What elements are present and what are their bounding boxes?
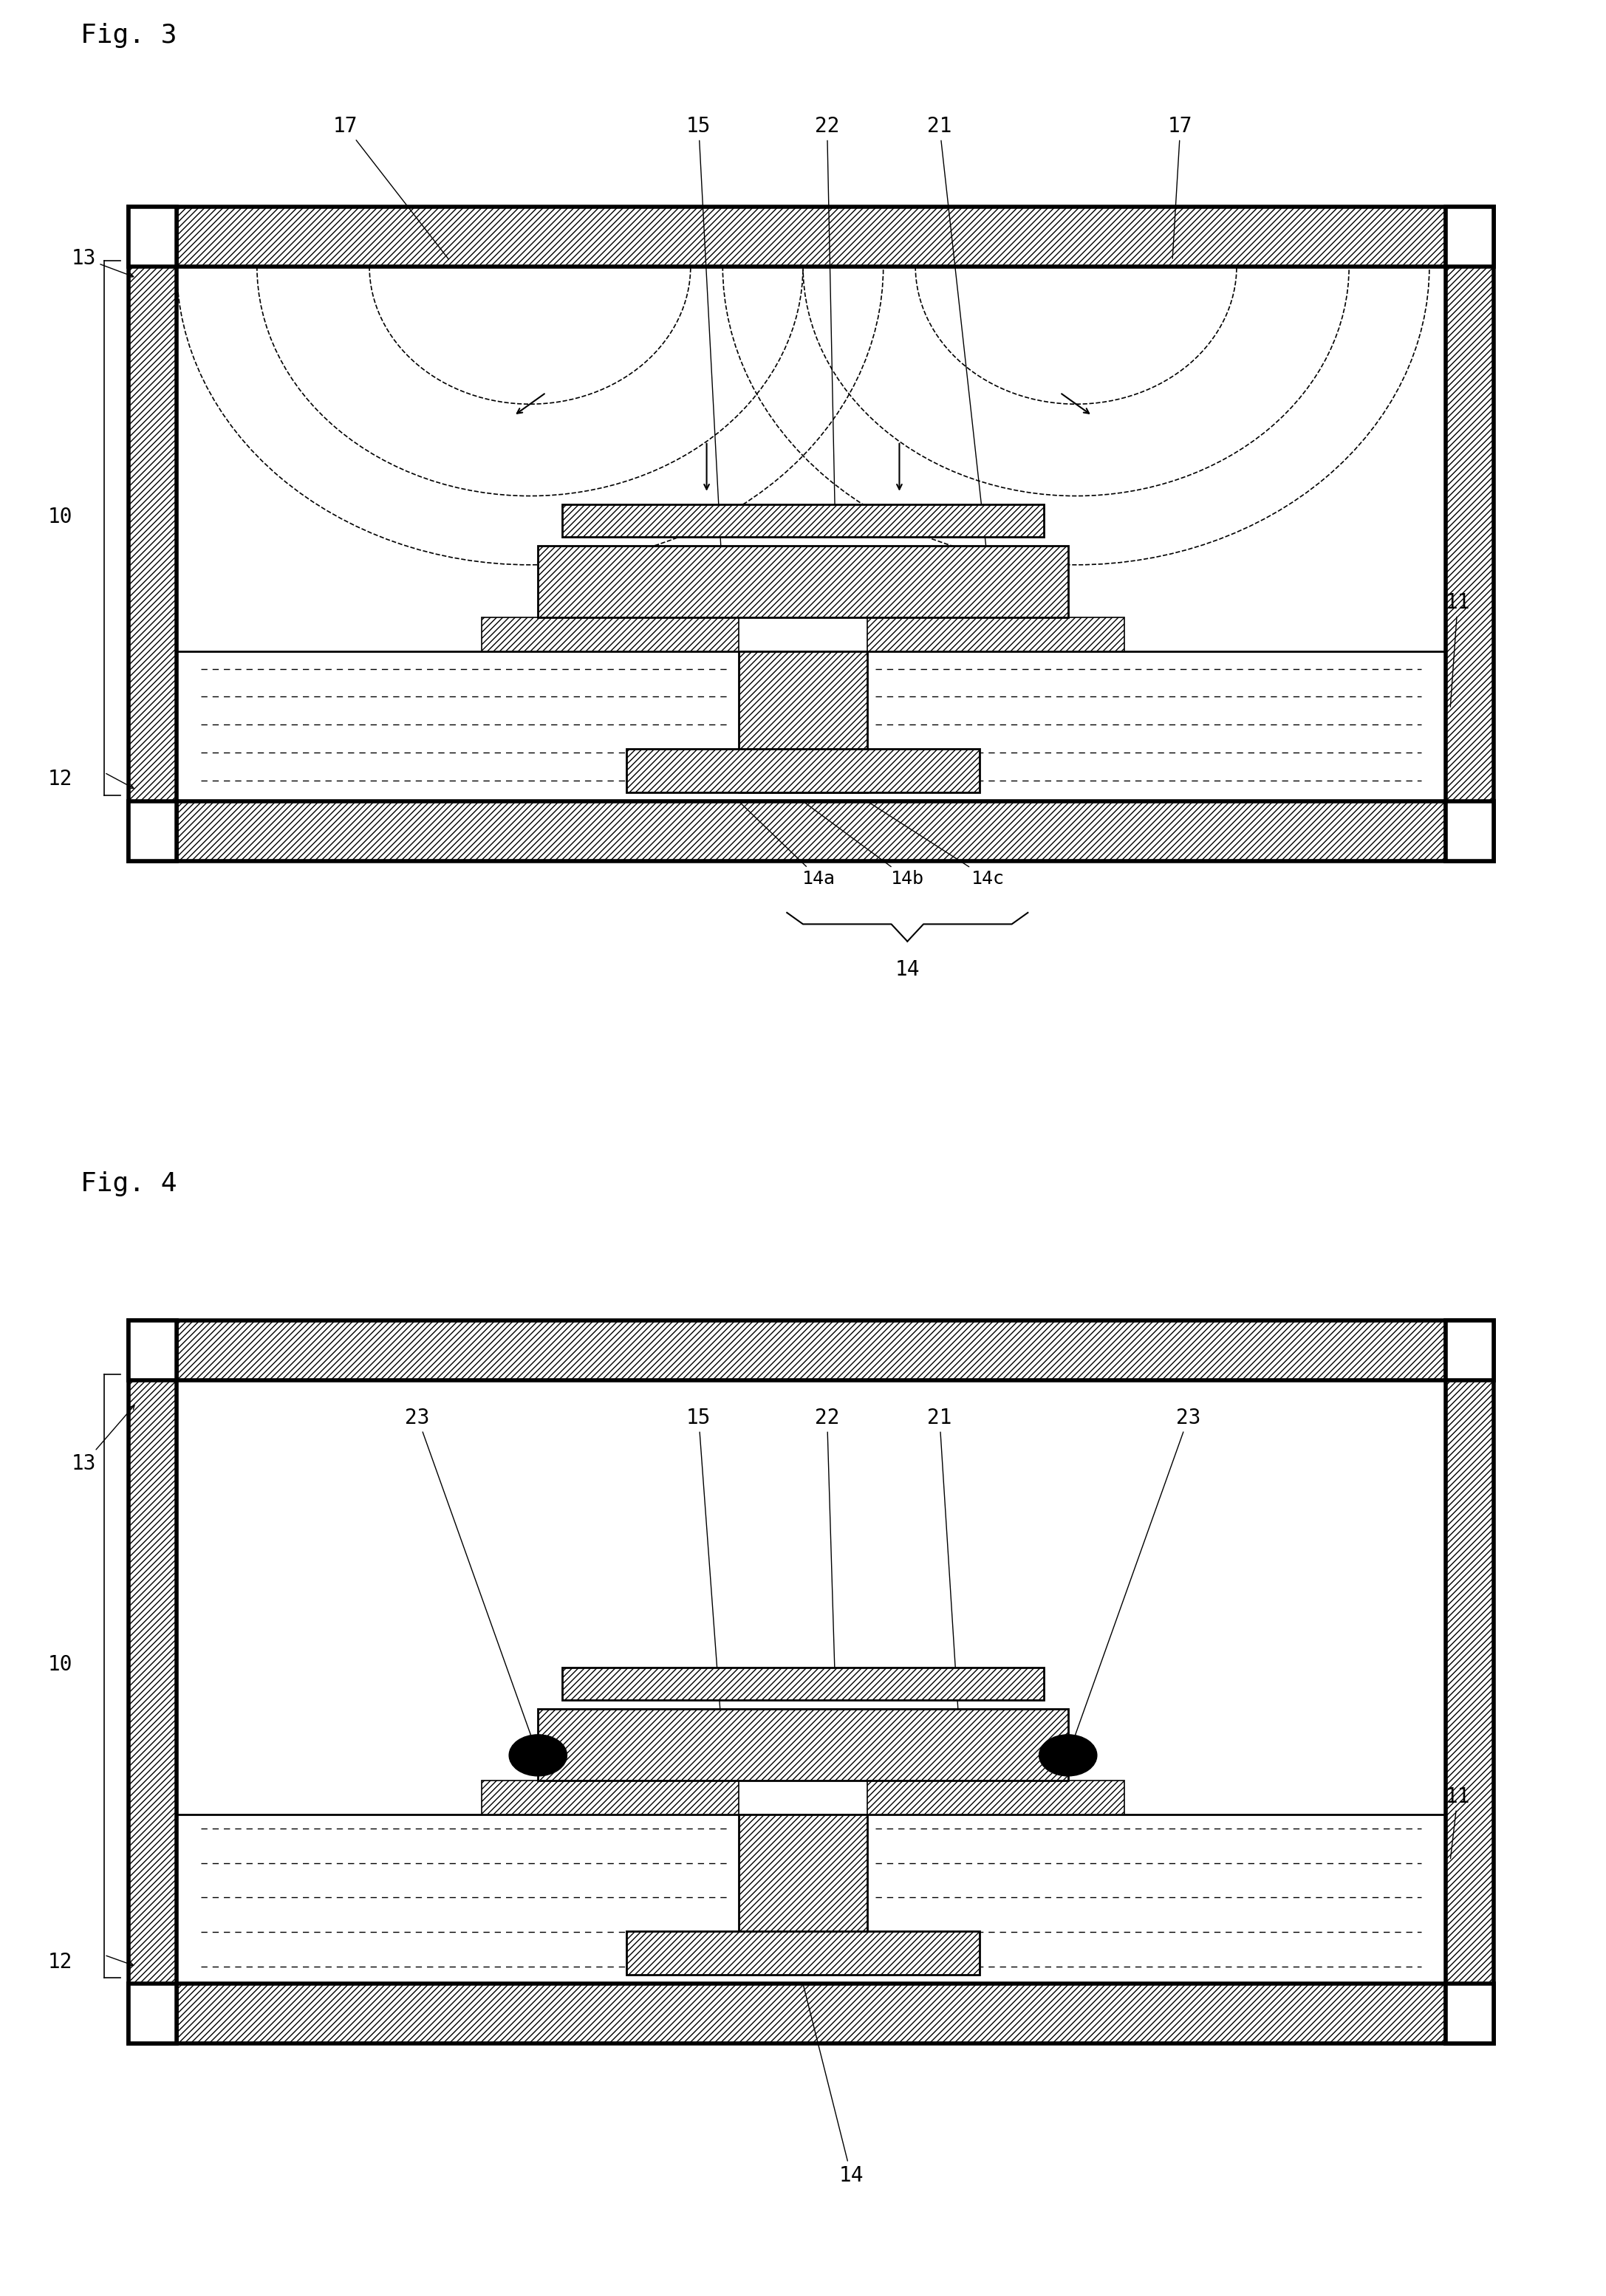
Text: Fig. 4: Fig. 4 [80, 1171, 177, 1196]
Text: 21: 21 [927, 115, 996, 631]
Bar [482, 1779, 739, 1814]
Text: 23: 23 [1068, 1407, 1201, 1754]
Bar [538, 1708, 1068, 1779]
Text: 22: 22 [814, 1407, 840, 1681]
Bar [562, 1667, 1044, 1699]
Text: 17: 17 [332, 115, 448, 259]
Circle shape [509, 1736, 567, 1777]
Bar [128, 1320, 1494, 1380]
Bar [739, 652, 867, 792]
Text: 14b: 14b [805, 804, 923, 889]
Circle shape [1039, 1736, 1097, 1777]
Bar [128, 1320, 177, 2043]
Text: 10: 10 [48, 1653, 72, 1676]
Text: 15: 15 [686, 1407, 723, 1743]
Bar [1445, 207, 1494, 861]
Text: 10: 10 [48, 505, 72, 528]
Bar [128, 1984, 177, 2043]
Bar [562, 505, 1044, 537]
Text: 12: 12 [48, 1952, 72, 1972]
Text: 12: 12 [48, 769, 72, 790]
Bar [867, 1779, 1124, 1814]
Bar [128, 801, 177, 861]
Text: 14: 14 [895, 960, 920, 980]
Bar [128, 207, 1494, 266]
Bar [128, 207, 177, 266]
Text: 11: 11 [1445, 592, 1469, 707]
Bar [739, 1814, 867, 1975]
Text: 11: 11 [1445, 1786, 1469, 1857]
Bar [1445, 1320, 1494, 1380]
Bar [128, 1984, 1494, 2043]
Text: 14a: 14a [740, 804, 835, 889]
Bar [538, 546, 1068, 618]
Text: 14c: 14c [869, 801, 1004, 889]
Text: 15: 15 [686, 115, 723, 579]
Text: 17: 17 [1168, 115, 1193, 259]
Bar [1445, 1984, 1494, 2043]
Text: 21: 21 [927, 1407, 964, 1795]
Text: 13: 13 [72, 1405, 135, 1474]
Bar [626, 1931, 980, 1975]
Bar [1445, 801, 1494, 861]
Bar [1445, 1320, 1494, 2043]
Text: 22: 22 [814, 115, 840, 519]
Text: 23: 23 [405, 1407, 538, 1754]
Bar [867, 618, 1124, 652]
Bar [1445, 207, 1494, 266]
Bar [128, 801, 1494, 861]
Text: 13: 13 [72, 248, 133, 278]
Bar [482, 618, 739, 652]
Text: Fig. 3: Fig. 3 [80, 23, 177, 48]
Text: 14: 14 [803, 1986, 864, 2186]
Bar [128, 207, 177, 861]
Bar [128, 1320, 177, 1380]
Bar [626, 748, 980, 792]
